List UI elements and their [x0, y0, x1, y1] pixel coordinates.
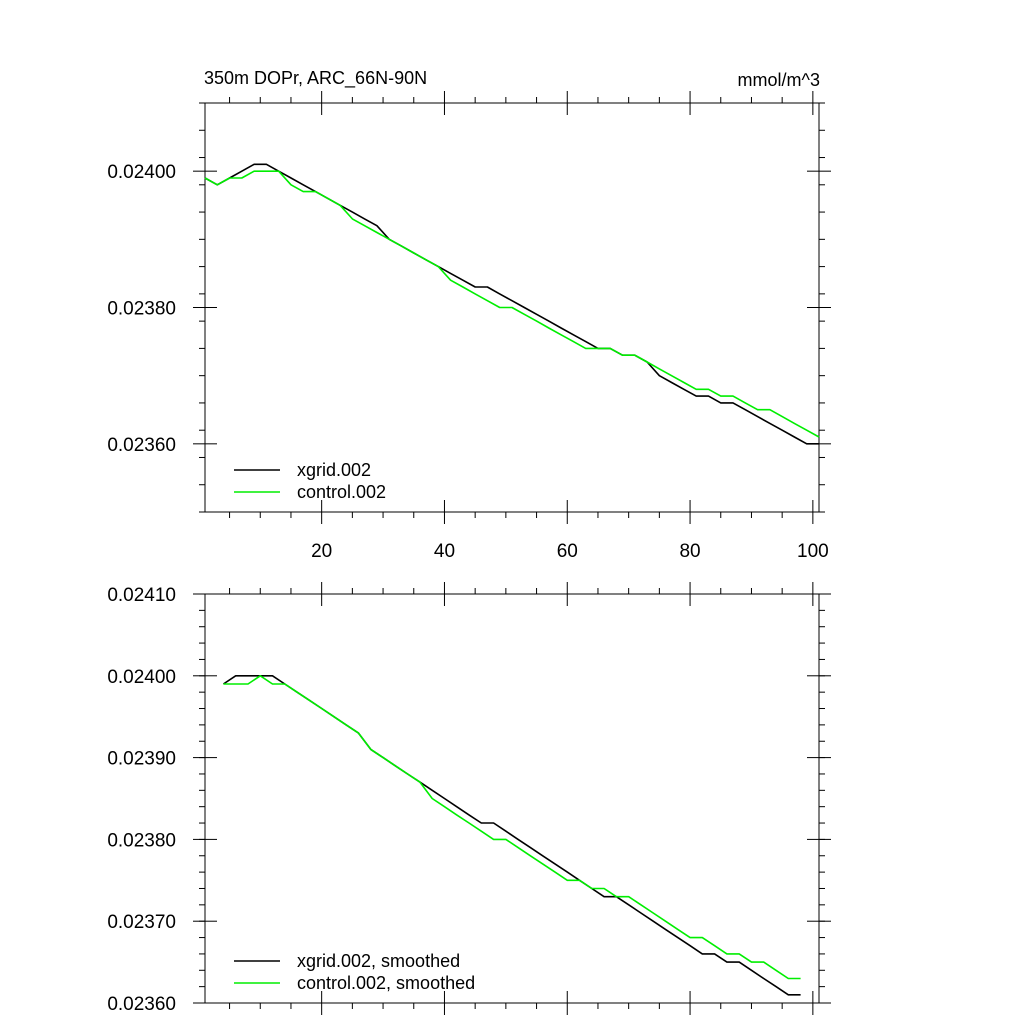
y-tick-label: 0.02370	[107, 912, 176, 933]
legend-label-1: control.002, smoothed	[297, 973, 475, 993]
top-panel: 350m DOPr, ARC_66N-90N mmol/m^3 20 40 60 80…	[107, 68, 831, 562]
x-tick-label: 20	[311, 541, 332, 562]
y-tick-label: 0.02400	[107, 667, 176, 688]
y-tick-label: 0.02380	[107, 830, 176, 851]
bottom-axis-ticks: 0.02360 0.02370 0.02380 0.02390 0.02400 0.024…	[107, 582, 831, 1015]
top-series-layer	[204, 163, 820, 445]
y-tick-label: 0.02380	[107, 299, 176, 320]
y-tick-label: 0.02390	[107, 749, 176, 770]
top-panel-units: mmol/m^3	[738, 70, 820, 90]
bottom-plot-frame	[204, 593, 820, 1004]
y-tick-label: 0.02400	[107, 162, 176, 183]
top-axis-ticks: 20 40 60 80 100 0.02360 0.02380 0.02400	[107, 91, 831, 562]
bottom-series-layer	[222, 674, 801, 996]
series-line-0	[204, 163, 819, 445]
series-line-1	[223, 674, 801, 980]
legend-label-0: xgrid.002	[297, 460, 371, 480]
series-line-0	[222, 674, 801, 996]
top-panel-title: 350m DOPr, ARC_66N-90N	[204, 68, 427, 89]
legend-label-0: xgrid.002, smoothed	[297, 951, 460, 971]
legend-label-1: control.002	[297, 482, 386, 502]
bottom-panel: 0.02360 0.02370 0.02380 0.02390 0.02400 0.024…	[107, 582, 831, 1015]
y-tick-label: 0.02410	[107, 585, 176, 606]
y-tick-label: 0.02360	[107, 994, 176, 1015]
x-tick-label: 80	[679, 541, 700, 562]
series-line-1	[204, 170, 820, 438]
x-tick-label: 60	[557, 541, 578, 562]
x-tick-label: 40	[434, 541, 455, 562]
x-tick-label: 100	[797, 541, 829, 562]
y-tick-label: 0.02360	[107, 435, 176, 456]
